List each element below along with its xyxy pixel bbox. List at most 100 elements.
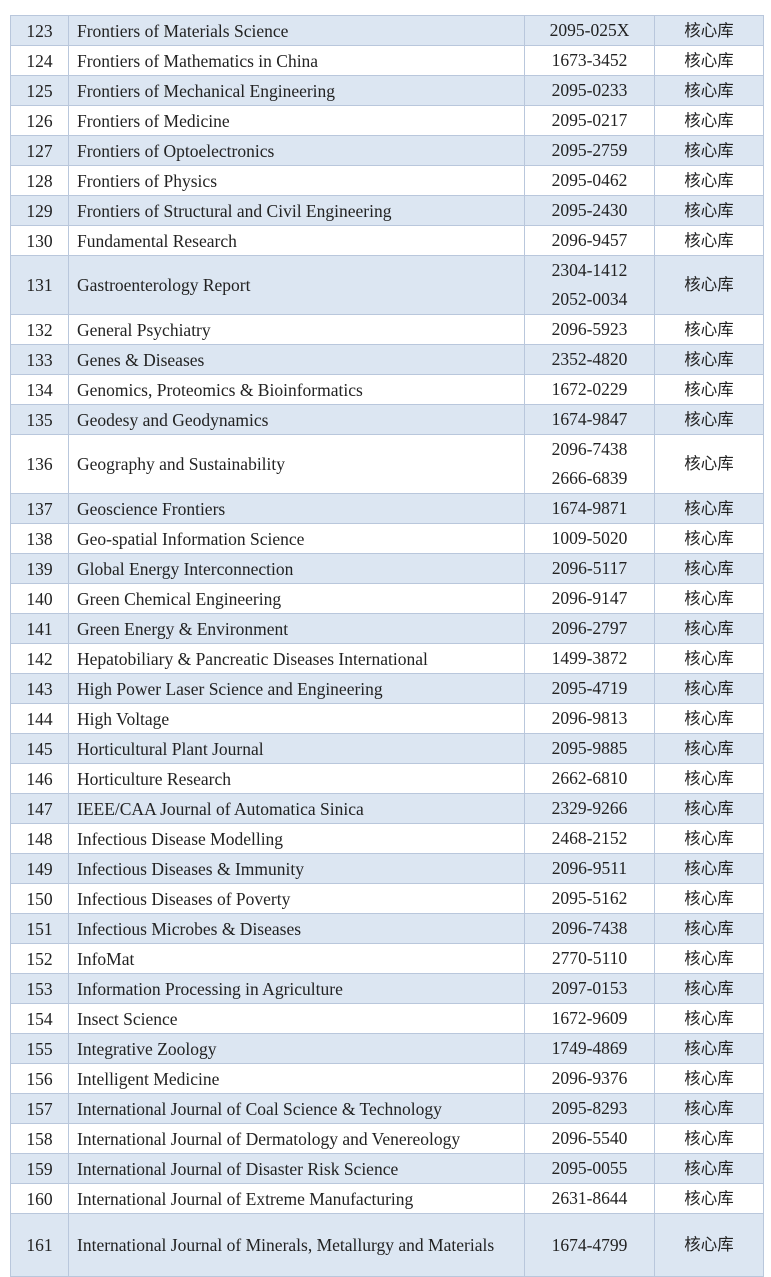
- journal-title: Integrative Zoology: [68, 1033, 525, 1064]
- journal-issn: 2352-4820: [524, 344, 655, 375]
- journal-title: International Journal of Minerals, Metal…: [68, 1213, 525, 1277]
- table-row: 128 Frontiers of Physics 2095-0462 核心库: [10, 165, 764, 196]
- journal-title: General Psychiatry: [68, 314, 525, 345]
- issn-value: 2052-0034: [551, 289, 628, 309]
- row-number: 146: [10, 763, 69, 794]
- journal-title: Geodesy and Geodynamics: [68, 404, 525, 435]
- library-category: 核心库: [654, 883, 764, 914]
- library-category: 核心库: [654, 15, 764, 46]
- issn-value: 1672-0229: [551, 379, 628, 399]
- issn-value: 2662-6810: [551, 768, 628, 788]
- journal-issn: 1674-9871: [524, 493, 655, 524]
- journal-issn: 1673-3452: [524, 45, 655, 76]
- journal-issn: 2096-9511: [524, 853, 655, 884]
- journal-title: Hepatobiliary & Pancreatic Diseases Inte…: [68, 643, 525, 674]
- row-number: 152: [10, 943, 69, 974]
- library-category: 核心库: [654, 314, 764, 345]
- table-row: 132 General Psychiatry 2096-5923 核心库: [10, 314, 764, 345]
- journal-issn: 2095-025X: [524, 15, 655, 46]
- library-category: 核心库: [654, 793, 764, 824]
- issn-value: 2095-2430: [551, 200, 628, 220]
- journal-title: Infectious Diseases & Immunity: [68, 853, 525, 884]
- journal-issn: 2096-9147: [524, 583, 655, 614]
- journal-title: Gastroenterology Report: [68, 255, 525, 315]
- row-number: 158: [10, 1123, 69, 1154]
- issn-value: 1672-9609: [551, 1008, 628, 1028]
- library-category: 核心库: [654, 225, 764, 256]
- journal-title: Frontiers of Optoelectronics: [68, 135, 525, 166]
- journal-issn: 2096-2797: [524, 613, 655, 644]
- issn-value: 2096-7438: [551, 439, 628, 459]
- library-category: 核心库: [654, 673, 764, 704]
- library-category: 核心库: [654, 404, 764, 435]
- library-category: 核心库: [654, 1153, 764, 1184]
- journal-title: Infectious Disease Modelling: [68, 823, 525, 854]
- table-row: 124 Frontiers of Mathematics in China 1673…: [10, 45, 764, 76]
- library-category: 核心库: [654, 1213, 764, 1277]
- row-number: 123: [10, 15, 69, 46]
- issn-value: 1674-9871: [551, 498, 628, 518]
- journal-title: Green Energy & Environment: [68, 613, 525, 644]
- table-row: 147 IEEE/CAA Journal of Automatica Sinica…: [10, 793, 764, 824]
- journal-table: 123 Frontiers of Materials Science 2095-02…: [10, 15, 764, 1277]
- row-number: 129: [10, 195, 69, 226]
- issn-value: 1009-5020: [551, 528, 628, 548]
- table-row: 143 High Power Laser Science and Engineer…: [10, 673, 764, 704]
- issn-value: 2095-4719: [551, 678, 628, 698]
- table-row: 138 Geo-spatial Information Science 1009-5…: [10, 523, 764, 554]
- issn-value: 2095-0055: [551, 1158, 628, 1178]
- row-number: 140: [10, 583, 69, 614]
- issn-value: 2096-5923: [551, 319, 628, 339]
- table-row: 127 Frontiers of Optoelectronics 2095-2759…: [10, 135, 764, 166]
- journal-title: Frontiers of Mechanical Engineering: [68, 75, 525, 106]
- library-category: 核心库: [654, 1123, 764, 1154]
- table-row: 123 Frontiers of Materials Science 2095-02…: [10, 15, 764, 46]
- journal-issn: 2096-5540: [524, 1123, 655, 1154]
- library-category: 核心库: [654, 703, 764, 734]
- row-number: 131: [10, 255, 69, 315]
- row-number: 138: [10, 523, 69, 554]
- table-row: 142 Hepatobiliary & Pancreatic Diseases I…: [10, 643, 764, 674]
- journal-title: Frontiers of Mathematics in China: [68, 45, 525, 76]
- table-row: 136 Geography and Sustainability 2096-7438…: [10, 434, 764, 494]
- journal-issn: 1672-0229: [524, 374, 655, 405]
- journal-issn: 1499-3872: [524, 643, 655, 674]
- journal-issn: 2095-0233: [524, 75, 655, 106]
- journal-issn: 2096-5117: [524, 553, 655, 584]
- table-row: 134 Genomics, Proteomics & Bioinformatics…: [10, 374, 764, 405]
- table-row: 150 Infectious Diseases of Poverty 2095-51…: [10, 883, 764, 914]
- library-category: 核心库: [654, 165, 764, 196]
- library-category: 核心库: [654, 523, 764, 554]
- table-row: 131 Gastroenterology Report 2304-1412 2052-…: [10, 255, 764, 315]
- issn-value: 2095-2759: [551, 140, 628, 160]
- journal-issn: 2097-0153: [524, 973, 655, 1004]
- table-row: 154 Insect Science 1672-9609 核心库: [10, 1003, 764, 1034]
- journal-issn: 1009-5020: [524, 523, 655, 554]
- row-number: 151: [10, 913, 69, 944]
- journal-title: Frontiers of Structural and Civil Engine…: [68, 195, 525, 226]
- table-row: 144 High Voltage 2096-9813 核心库: [10, 703, 764, 734]
- row-number: 142: [10, 643, 69, 674]
- issn-value: 2095-8293: [551, 1098, 628, 1118]
- journal-table-body: 123 Frontiers of Materials Science 2095-02…: [10, 15, 764, 1277]
- table-row: 156 Intelligent Medicine 2096-9376 核心库: [10, 1063, 764, 1094]
- library-category: 核心库: [654, 823, 764, 854]
- table-row: 153 Information Processing in Agriculture…: [10, 973, 764, 1004]
- issn-value: 2095-9885: [551, 738, 628, 758]
- journal-title: Frontiers of Physics: [68, 165, 525, 196]
- issn-value: 2095-5162: [551, 888, 628, 908]
- library-category: 核心库: [654, 493, 764, 524]
- journal-issn: 2631-8644: [524, 1183, 655, 1214]
- issn-value: 2666-6839: [551, 468, 628, 488]
- journal-title: Insect Science: [68, 1003, 525, 1034]
- row-number: 155: [10, 1033, 69, 1064]
- row-number: 144: [10, 703, 69, 734]
- table-row: 159 International Journal of Disaster Ris…: [10, 1153, 764, 1184]
- journal-title: Frontiers of Medicine: [68, 105, 525, 136]
- row-number: 148: [10, 823, 69, 854]
- issn-value: 2096-7438: [551, 918, 628, 938]
- journal-title: Geo-spatial Information Science: [68, 523, 525, 554]
- row-number: 161: [10, 1213, 69, 1277]
- row-number: 153: [10, 973, 69, 1004]
- journal-title: High Voltage: [68, 703, 525, 734]
